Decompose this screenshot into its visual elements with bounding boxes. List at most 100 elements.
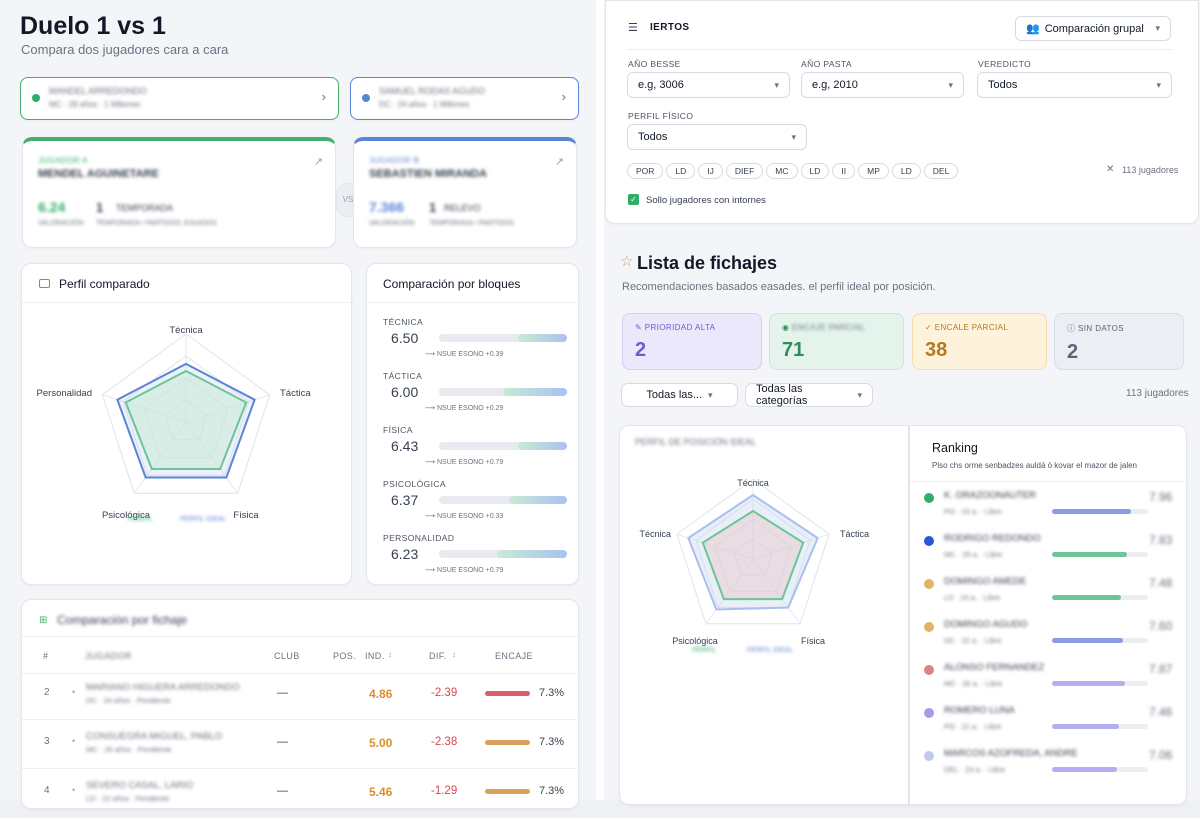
ranking-score: 7.83 (1149, 533, 1173, 547)
player-a-name: MENDEL AGUINETARE (38, 168, 159, 180)
block-note: ⟶ NSUE ESONO +0.79 (425, 459, 504, 466)
position-chip[interactable]: II (832, 163, 856, 179)
filter-all-positions[interactable]: Todas las... ▾ (621, 383, 738, 407)
block-bar-fill (503, 388, 567, 396)
position-chip[interactable]: LD (891, 163, 921, 179)
block-row: PSICOLÓGICA 6.37 (383, 479, 568, 508)
physical-profile-select[interactable]: Todos ▾ (627, 124, 807, 150)
ranking-item[interactable]: K. ORAZOONAUTER PO · 23 a. · Libre 7.96 (924, 490, 1174, 530)
ranking-dot (924, 622, 934, 632)
physical-profile-value: Todos (638, 131, 668, 143)
block-note: ⟶ NSUE ESONO +0.33 (425, 513, 504, 520)
stat-card[interactable]: ◉ ENCAJE PARCIAL 71 (769, 313, 904, 370)
position-chip[interactable]: MC (766, 163, 798, 179)
chevron-down-icon: ▾ (948, 79, 953, 90)
ideal-profile-title: PERFIL DE POSICIÓN IDEAL (635, 437, 757, 447)
position-chip[interactable]: IJ (698, 163, 723, 179)
year-to-input[interactable]: e.g, 2010 ▾ (801, 72, 964, 98)
block-name: PSICOLÓGICA (383, 479, 446, 489)
radar-axis (752, 533, 830, 560)
ranking-meta: MC · 25 a. · Libre (944, 550, 1003, 559)
stat-icon: ✓ (925, 323, 935, 332)
filters-title: IERTOS (650, 22, 690, 33)
ranking-item[interactable]: ALONSO FERNANDEZ MC · 26 a. · Libre 7.87 (924, 662, 1174, 702)
col-dif[interactable]: DIF. (429, 651, 447, 661)
block-row: TÉCNICA 6.50 (383, 317, 568, 346)
ranking-card: Ranking Plso chs orme senbadzes auldá ò … (909, 425, 1188, 805)
position-chip[interactable]: DIEF (725, 163, 764, 179)
player-a-selector[interactable]: MANDEL ARREDONDO MC · 28 años · 1 Millon… (20, 77, 339, 120)
stat-value: 71 (782, 339, 805, 361)
stat-card[interactable]: ✎ PRIORIDAD ALTA 2 (622, 313, 762, 370)
ranking-dot (924, 536, 934, 546)
ranking-item[interactable]: RODRIGO REDONDO MC · 25 a. · Libre 7.83 (924, 533, 1174, 573)
block-name: PERSONALIDAD (383, 533, 455, 543)
legend-perfil: PERFIL (128, 516, 153, 523)
filter-all-positions-value: Todas las... (646, 389, 703, 401)
ranking-score: 7.06 (1149, 748, 1173, 762)
row-number: 4 (44, 785, 50, 796)
stat-label: ◉ ENCAJE PARCIAL (782, 323, 866, 332)
row-dif: -1.29 (431, 785, 458, 797)
col-player[interactable]: JUGADOR (85, 651, 132, 661)
filter-all-categories[interactable]: Todas las categorías ▾ (745, 383, 873, 407)
player-b-name: SEBASTIEN MIRANDA (369, 168, 487, 180)
player-b-score-label: VALORACIÓN (369, 220, 415, 227)
group-compare-select[interactable]: 👥 Comparación grupal ▾ (1015, 16, 1171, 41)
col-fit[interactable]: ENCAJE (495, 651, 533, 661)
chevron-down-icon: ▾ (1156, 79, 1161, 90)
radar-label: Física (233, 510, 259, 521)
ranking-dot (924, 708, 934, 718)
blocks-compare-card: Comparación por bloques TÉCNICA 6.50 ⟶ NSU… (366, 263, 580, 585)
block-bar-fill (509, 496, 567, 504)
external-link-icon[interactable]: ↗ (313, 156, 323, 168)
block-bar-track (439, 334, 567, 342)
row-fit-bar (485, 691, 530, 696)
position-chip[interactable]: POR (627, 163, 664, 179)
checkbox-with-reports[interactable]: ✓ (628, 194, 639, 205)
radar-grid (714, 518, 792, 592)
stat-card[interactable]: ⓘ SIN DATOS 2 (1054, 313, 1184, 370)
row-ind: 4.86 (369, 687, 393, 701)
radar-series-profile (124, 369, 248, 470)
year-to-label: AÑO PASTA (801, 59, 852, 69)
player-a-selector-name: MANDEL ARREDONDO (49, 86, 147, 96)
player-b-selector[interactable]: SAMUEL RODAS AGUDO DC · 24 años · 1 Mill… (350, 77, 579, 120)
stat-card[interactable]: ✓ ENCALE PARCIAL 38 (912, 313, 1047, 370)
external-link-icon[interactable]: ↗ (554, 156, 564, 168)
pane-separator (596, 0, 604, 800)
close-icon[interactable]: ✕ (1106, 164, 1115, 175)
filter-menu-icon: ☰ (628, 22, 638, 34)
player-b-tag: JUGADOR B (369, 156, 420, 165)
position-chip[interactable]: DEL (923, 163, 959, 179)
year-from-input[interactable]: e.g, 3006 ▾ (627, 72, 790, 98)
ranking-item[interactable]: MARCOS AZOFREDA, ANDRE DEL · 23 a. · Libr… (924, 748, 1174, 788)
ranking-dot (924, 665, 934, 675)
ranking-item[interactable]: DOMINGO AMEDE LD · 24 a. · Libre 7.48 (924, 576, 1174, 616)
sort-icon[interactable]: ↕ (452, 650, 456, 659)
ranking-score: 7.96 (1149, 490, 1173, 504)
position-chip[interactable]: LD (666, 163, 696, 179)
stat-value: 2 (635, 339, 647, 361)
stat-value: 38 (925, 339, 948, 361)
col-club[interactable]: CLUB (274, 651, 300, 661)
comparison-table-card: ⊞ Comparación por fichaje # JUGADOR CLUB… (21, 599, 580, 818)
col-pos[interactable]: POS. (333, 651, 357, 661)
verdict-select[interactable]: Todos ▾ (977, 72, 1172, 98)
col-ind[interactable]: IND. (365, 651, 385, 661)
chevron-down-icon: ▾ (1155, 23, 1160, 33)
radar-label: Técnica (639, 529, 671, 539)
position-chip[interactable]: MP (858, 163, 889, 179)
position-chip[interactable]: LD (800, 163, 830, 179)
block-row: PERSONALIDAD 6.23 (383, 533, 568, 562)
sort-icon[interactable]: ↕ (388, 650, 392, 659)
ranking-item[interactable]: ROMERO LUNA PO · 21 a. · Libre 7.46 (924, 705, 1174, 745)
list-player-count: 113 jugadores (1126, 388, 1189, 399)
radar-chart-a: Técnica Táctica Física Psicológica Personali… (37, 325, 312, 521)
stat-label: ✎ PRIORIDAD ALTA (635, 323, 716, 332)
block-note: ⟶ NSUE ESONO +0.39 (425, 351, 504, 358)
ranking-item[interactable]: DOMINGO AGUDO DC · 22 a. · Libre 7.60 (924, 619, 1174, 659)
ranking-name: K. ORAZOONAUTER (944, 490, 1036, 501)
player-b-selector-name: SAMUEL RODAS AGUDO (379, 86, 486, 96)
row-dot: • (72, 785, 76, 795)
